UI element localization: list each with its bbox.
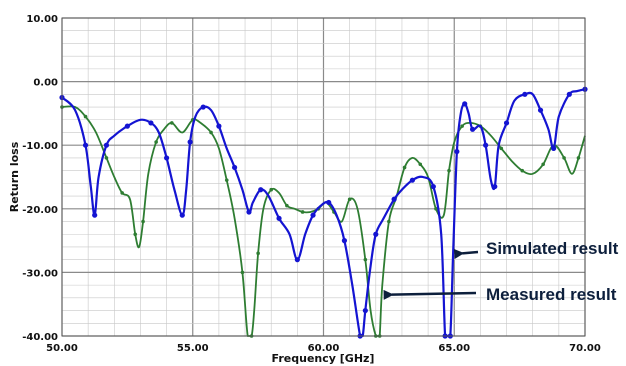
data-point-measured bbox=[363, 257, 368, 262]
data-point-simulated bbox=[82, 142, 89, 148]
data-point-simulated bbox=[391, 196, 397, 202]
x-tick-label: 50.00 bbox=[46, 343, 78, 354]
data-point-measured bbox=[285, 203, 289, 208]
data-point-simulated bbox=[92, 212, 98, 218]
data-point-simulated bbox=[566, 91, 572, 97]
x-tick-label: 55.00 bbox=[177, 343, 209, 354]
data-point-simulated bbox=[483, 142, 489, 148]
x-tick-label: 70.00 bbox=[569, 343, 601, 354]
y-tick-label: -20.00 bbox=[22, 205, 58, 216]
data-point-simulated bbox=[103, 142, 110, 148]
data-point-simulated bbox=[409, 177, 416, 183]
annotation-arrow bbox=[383, 289, 477, 300]
data-point-measured bbox=[418, 162, 423, 167]
data-point-simulated bbox=[276, 215, 282, 221]
data-point-measured bbox=[460, 124, 464, 128]
data-point-simulated bbox=[148, 120, 154, 126]
data-point-measured bbox=[256, 251, 260, 256]
y-tick-label: -10.00 bbox=[22, 141, 58, 152]
data-point-simulated bbox=[231, 164, 238, 171]
data-point-simulated bbox=[258, 187, 264, 193]
data-point-measured bbox=[83, 114, 88, 119]
y-axis-label: Return loss bbox=[8, 141, 21, 212]
data-point-measured bbox=[104, 156, 109, 160]
data-point-measured bbox=[520, 168, 525, 173]
data-point-measured bbox=[269, 187, 274, 192]
data-point-measured bbox=[154, 140, 158, 144]
data-point-simulated bbox=[537, 107, 544, 113]
data-point-simulated bbox=[503, 120, 510, 126]
series-layer bbox=[59, 86, 588, 339]
data-point-measured bbox=[387, 219, 391, 224]
x-axis-label: Frequency [GHz] bbox=[272, 352, 375, 365]
annotation-label: Measured result bbox=[486, 285, 617, 304]
y-tick-label: -30.00 bbox=[22, 268, 58, 279]
annotations: Simulated result Measured result bbox=[383, 239, 619, 304]
data-point-measured bbox=[133, 232, 138, 237]
annotation-label: Simulated result bbox=[486, 239, 619, 258]
data-point-simulated bbox=[124, 123, 130, 129]
data-point-simulated bbox=[187, 139, 193, 145]
data-point-measured bbox=[447, 168, 451, 173]
data-point-simulated bbox=[310, 212, 316, 218]
data-point-measured bbox=[120, 191, 124, 195]
annotation: Simulated result bbox=[453, 239, 619, 259]
data-point-measured bbox=[576, 156, 581, 160]
data-point-simulated bbox=[294, 257, 300, 263]
data-point-simulated bbox=[462, 101, 468, 107]
data-point-simulated bbox=[200, 104, 206, 110]
data-point-measured bbox=[141, 219, 145, 224]
data-point-simulated bbox=[522, 91, 528, 97]
y-tick-label: 10.00 bbox=[26, 14, 58, 25]
data-point-simulated bbox=[164, 155, 170, 161]
data-point-measured bbox=[434, 207, 438, 211]
data-point-simulated bbox=[179, 212, 185, 218]
data-point-measured bbox=[300, 210, 305, 214]
plot-frame bbox=[61, 17, 586, 337]
y-tick-label: 0.00 bbox=[33, 78, 58, 89]
data-point-simulated bbox=[551, 145, 557, 151]
data-point-simulated bbox=[469, 126, 476, 132]
data-point-simulated bbox=[373, 231, 379, 237]
data-point-measured bbox=[562, 156, 566, 160]
data-point-simulated bbox=[362, 307, 368, 314]
data-point-measured bbox=[224, 178, 229, 182]
data-point-measured bbox=[499, 146, 504, 151]
annotation-arrow bbox=[453, 249, 479, 259]
data-point-simulated bbox=[454, 148, 460, 155]
y-tick-label: -40.00 bbox=[22, 332, 58, 343]
data-point-simulated bbox=[341, 238, 348, 244]
series-simulated bbox=[59, 86, 588, 339]
data-point-measured bbox=[170, 121, 174, 125]
data-point-simulated bbox=[492, 183, 498, 190]
data-point-simulated bbox=[246, 209, 252, 215]
data-point-simulated bbox=[216, 123, 222, 129]
data-point-measured bbox=[402, 165, 407, 170]
data-point-measured bbox=[347, 197, 352, 202]
data-point-measured bbox=[240, 270, 245, 275]
annotation: Measured result bbox=[383, 285, 617, 304]
data-point-measured bbox=[209, 130, 213, 135]
tick-labels: 50.00 55.00 60.00 65.00 70.00 10.00 0.00 -10.00… bbox=[22, 14, 601, 354]
x-tick-label: 60.00 bbox=[308, 343, 340, 354]
data-point-simulated bbox=[326, 199, 332, 206]
x-tick-label: 65.00 bbox=[438, 343, 470, 354]
data-point-simulated bbox=[430, 183, 436, 190]
data-point-measured bbox=[541, 162, 545, 167]
